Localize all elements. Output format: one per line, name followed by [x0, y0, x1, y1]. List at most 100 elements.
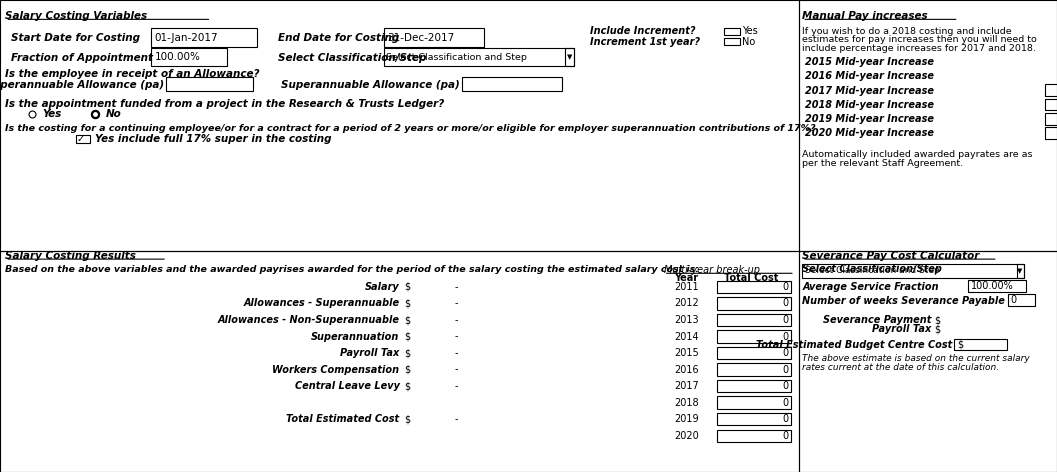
Text: Select Classification and Step: Select Classification and Step — [805, 266, 940, 276]
Text: 100.00%: 100.00% — [154, 52, 200, 62]
Text: $: $ — [934, 315, 941, 325]
Text: Salary Costing Variables: Salary Costing Variables — [5, 11, 147, 21]
Text: No: No — [742, 36, 756, 47]
Text: ✓: ✓ — [76, 134, 85, 144]
Text: Yes: Yes — [42, 109, 61, 119]
Text: rates current at the date of this calculation.: rates current at the date of this calcul… — [802, 362, 999, 372]
Text: 2011: 2011 — [674, 282, 699, 292]
Text: Severance Pay Cost Calculator: Severance Pay Cost Calculator — [802, 251, 980, 261]
Bar — [717, 380, 791, 392]
Text: -: - — [455, 331, 458, 342]
Text: $: $ — [934, 324, 941, 335]
Bar — [724, 28, 740, 35]
Bar — [151, 48, 227, 66]
Bar — [717, 297, 791, 310]
Text: Payroll Tax: Payroll Tax — [872, 324, 931, 335]
Text: 0: 0 — [782, 381, 789, 391]
Text: Superannuation: Superannuation — [311, 331, 400, 342]
Text: Select Classification/Step: Select Classification/Step — [802, 264, 942, 274]
Text: 2015 Mid-year Increase: 2015 Mid-year Increase — [805, 57, 934, 67]
Text: Yes include full 17% super in the costing: Yes include full 17% super in the costin… — [95, 134, 332, 144]
Bar — [76, 135, 90, 143]
Bar — [151, 28, 257, 47]
Text: 0: 0 — [782, 364, 789, 375]
Text: $: $ — [404, 381, 410, 391]
Text: -: - — [455, 298, 458, 309]
Text: Include Increment?: Include Increment? — [590, 26, 696, 36]
Bar — [1045, 127, 1057, 139]
Bar — [717, 430, 791, 442]
Text: estimates for pay increases then you will need to: estimates for pay increases then you wil… — [802, 35, 1037, 44]
Bar — [1045, 113, 1057, 125]
Bar — [565, 48, 574, 66]
Text: 0: 0 — [782, 348, 789, 358]
Bar — [802, 264, 1024, 278]
Text: 0: 0 — [1010, 295, 1017, 305]
Text: $: $ — [404, 282, 410, 292]
Text: Superannuable Allowance (pa): Superannuable Allowance (pa) — [281, 80, 460, 90]
Text: 0: 0 — [782, 298, 789, 309]
Text: No: No — [106, 109, 122, 119]
Bar — [799, 0, 1057, 251]
Text: $: $ — [404, 298, 410, 309]
Text: Is the appointment funded from a project in the Research & Trusts Ledger?: Is the appointment funded from a project… — [5, 99, 445, 109]
Bar — [717, 363, 791, 376]
Text: 100.00%: 100.00% — [971, 281, 1014, 291]
Bar — [954, 339, 1007, 350]
Text: 0: 0 — [782, 397, 789, 408]
Text: Central Leave Levy: Central Leave Levy — [295, 381, 400, 391]
Bar — [462, 77, 562, 91]
Text: Average Service Fraction: Average Service Fraction — [802, 282, 939, 292]
Text: 2012: 2012 — [674, 298, 699, 309]
Bar — [1045, 84, 1057, 96]
Bar — [724, 38, 740, 45]
Text: Total Estimated Cost: Total Estimated Cost — [286, 414, 400, 424]
Text: Severance Payment: Severance Payment — [822, 315, 931, 325]
Text: -: - — [455, 348, 458, 358]
Text: 2016: 2016 — [674, 364, 699, 375]
Text: Workers Compensation: Workers Compensation — [273, 364, 400, 375]
Text: Number of weeks Severance Payable: Number of weeks Severance Payable — [802, 296, 1005, 306]
Text: Select Classification/Step: Select Classification/Step — [278, 52, 426, 63]
Text: Salary Costing Results: Salary Costing Results — [5, 251, 136, 261]
Text: 2015: 2015 — [674, 348, 699, 358]
Text: -: - — [455, 381, 458, 391]
Text: 0: 0 — [782, 282, 789, 292]
Bar — [968, 280, 1026, 292]
Bar — [384, 28, 484, 47]
Text: 31-Dec-2017: 31-Dec-2017 — [387, 33, 455, 43]
Bar — [717, 347, 791, 359]
Text: 2020: 2020 — [674, 430, 699, 441]
Bar — [1017, 264, 1024, 278]
Text: Is the employee in receipt of an Allowance?: Is the employee in receipt of an Allowan… — [5, 69, 260, 79]
Text: ▼: ▼ — [567, 54, 572, 60]
Text: -: - — [455, 414, 458, 424]
Text: 2016 Mid-year Increase: 2016 Mid-year Increase — [805, 71, 934, 82]
Text: $: $ — [404, 364, 410, 375]
Text: 0: 0 — [782, 331, 789, 342]
Text: $: $ — [404, 414, 410, 424]
Text: Allowances - Superannuable: Allowances - Superannuable — [243, 298, 400, 309]
Text: 0: 0 — [782, 414, 789, 424]
Text: End Date for Costing: End Date for Costing — [278, 33, 400, 43]
Bar — [0, 0, 799, 251]
Text: The above estimate is based on the current salary: The above estimate is based on the curre… — [802, 354, 1030, 363]
Bar — [166, 77, 253, 91]
Text: 0: 0 — [782, 430, 789, 441]
Bar — [717, 314, 791, 326]
Text: Is the costing for a continuing employee/or for a contract for a period of 2 yea: Is the costing for a continuing employee… — [5, 124, 816, 133]
Text: per the relevant Staff Agreement.: per the relevant Staff Agreement. — [802, 159, 963, 169]
Text: $: $ — [958, 339, 964, 349]
Text: $: $ — [404, 315, 410, 325]
Bar — [717, 281, 791, 293]
Text: Allowances - Non-Superannuable: Allowances - Non-Superannuable — [218, 315, 400, 325]
Text: Fraction of Appointment: Fraction of Appointment — [11, 52, 152, 63]
Text: 0: 0 — [782, 315, 789, 325]
Text: -: - — [455, 364, 458, 375]
Text: Yes: Yes — [742, 26, 758, 36]
Text: ▼: ▼ — [1017, 268, 1023, 274]
Text: Year: Year — [674, 273, 699, 284]
Text: 2019: 2019 — [674, 414, 699, 424]
Text: 2018: 2018 — [674, 397, 699, 408]
Text: 2017 Mid-year Increase: 2017 Mid-year Increase — [805, 85, 934, 96]
